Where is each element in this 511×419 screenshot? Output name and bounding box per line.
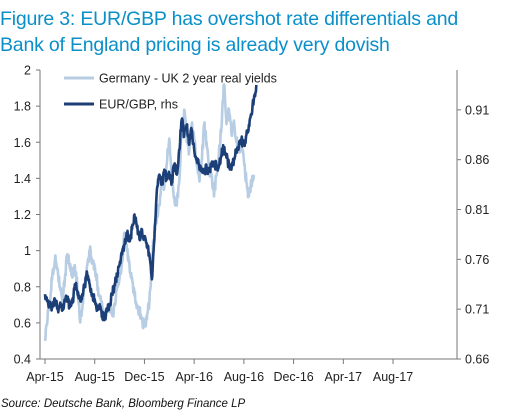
- right-y-tick-label: 0.86: [465, 153, 489, 167]
- right-y-tick-label: 0.66: [465, 353, 489, 367]
- x-tick-label: Apr-16: [175, 370, 213, 384]
- chart-title: Figure 3: EUR/GBP has overshot rate diff…: [0, 6, 511, 58]
- x-tick-label: Apr-17: [325, 370, 363, 384]
- series-line-germany-uk-real-yields: [43, 83, 256, 342]
- right-y-tick-label: 0.81: [465, 203, 489, 217]
- title-line-1: Figure 3: EUR/GBP has overshot rate diff…: [0, 8, 459, 30]
- left-y-tick-label: 1.8: [14, 100, 31, 114]
- right-y-tick-label: 0.71: [465, 303, 489, 317]
- legend-label-germany-uk: Germany - UK 2 year real yields: [99, 72, 277, 86]
- x-tick-label: Dec-15: [124, 370, 164, 384]
- left-y-tick-label: 1.4: [14, 172, 31, 186]
- left-y-tick-label: 2: [24, 64, 31, 78]
- left-y-tick-label: 1.2: [14, 208, 31, 222]
- left-y-tick-label: 1: [24, 244, 31, 258]
- left-y-tick-label: 0.6: [14, 316, 31, 330]
- x-tick-label: Apr-15: [26, 370, 64, 384]
- right-y-tick-label: 0.76: [465, 253, 489, 267]
- right-y-tick-label: 0.91: [465, 103, 489, 117]
- legend-label-eurgbp: EUR/GBP, rhs: [99, 98, 178, 112]
- x-tick-label: Aug-17: [373, 370, 413, 384]
- x-tick-label: Dec-16: [273, 370, 313, 384]
- x-tick-label: Aug-16: [224, 370, 264, 384]
- series-line-eurgbp: [43, 84, 258, 322]
- left-y-tick-label: 0.8: [14, 280, 31, 294]
- title-line-2: Bank of England pricing is already very …: [0, 34, 390, 56]
- left-y-tick-label: 0.4: [14, 353, 31, 367]
- x-tick-label: Aug-15: [75, 370, 115, 384]
- source-note: Source: Deutsche Bank, Bloomberg Finance…: [1, 398, 246, 410]
- left-y-tick-label: 1.6: [14, 136, 31, 150]
